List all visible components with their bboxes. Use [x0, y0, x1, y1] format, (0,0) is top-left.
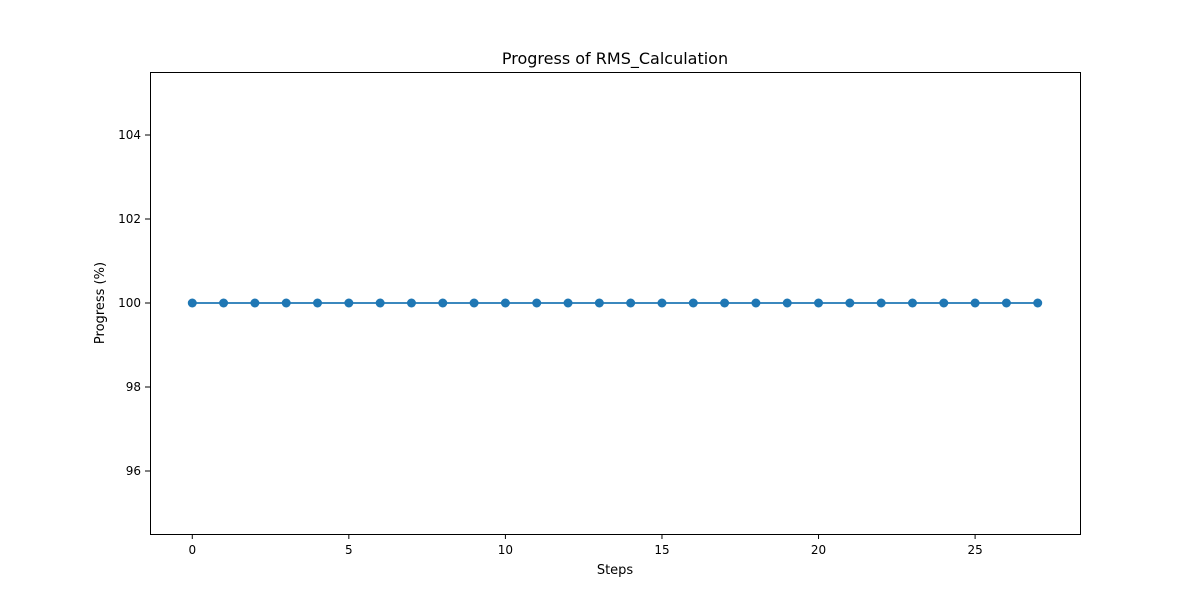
x-axis: 0 5 10 15 20 25: [188, 534, 983, 557]
data-point: [469, 298, 479, 308]
data-point: [500, 298, 510, 308]
data-point: [720, 298, 730, 308]
x-tick-label: 10: [498, 543, 513, 557]
data-point: [626, 298, 636, 308]
x-tick-label: 15: [654, 543, 669, 557]
data-point: [657, 298, 667, 308]
data-point: [1033, 298, 1043, 308]
y-axis: 96 98 100 102 104: [118, 128, 150, 478]
data-point: [594, 298, 604, 308]
series-layer: [187, 298, 1043, 308]
data-point: [313, 298, 323, 308]
y-tick-label: 104: [118, 128, 141, 142]
data-point: [1001, 298, 1011, 308]
data-point: [532, 298, 542, 308]
y-tick-label: 102: [118, 212, 141, 226]
data-point: [876, 298, 886, 308]
x-tick-label: 20: [811, 543, 826, 557]
data-point: [219, 298, 229, 308]
data-point: [970, 298, 980, 308]
data-point: [751, 298, 761, 308]
data-point: [344, 298, 354, 308]
plot-area: [150, 72, 1081, 535]
data-point: [563, 298, 573, 308]
chart-title: Progress of RMS_Calculation: [502, 49, 728, 69]
data-point: [814, 298, 824, 308]
data-point: [782, 298, 792, 308]
data-point: [845, 298, 855, 308]
data-point: [438, 298, 448, 308]
plot-frame: [150, 72, 1081, 535]
data-point: [406, 298, 416, 308]
x-tick-label: 0: [188, 543, 196, 557]
data-point: [907, 298, 917, 308]
data-point: [250, 298, 260, 308]
x-tick-label: 5: [345, 543, 353, 557]
y-tick-label: 100: [118, 296, 141, 310]
y-axis-label: Progress (%): [93, 262, 108, 344]
data-point: [187, 298, 197, 308]
x-tick-label: 25: [967, 543, 982, 557]
y-tick-label: 98: [126, 380, 141, 394]
data-point: [688, 298, 698, 308]
y-tick-label: 96: [126, 464, 141, 478]
data-point: [939, 298, 949, 308]
data-point: [375, 298, 385, 308]
data-point: [281, 298, 291, 308]
x-axis-label: Steps: [597, 563, 634, 578]
